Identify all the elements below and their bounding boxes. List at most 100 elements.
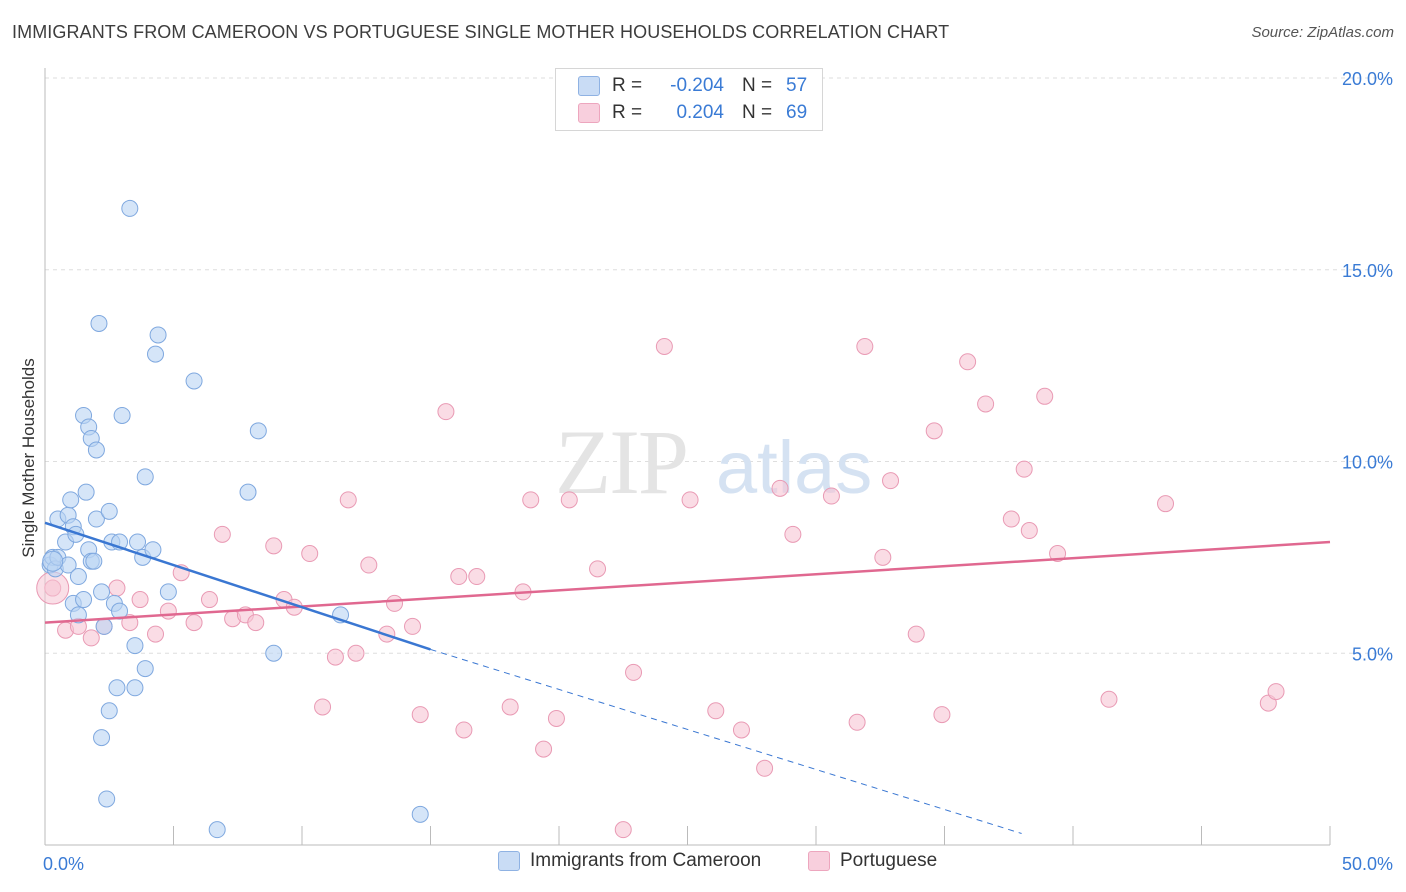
data-point-cameroon xyxy=(69,568,87,586)
data-point-portuguese xyxy=(1100,690,1118,708)
data-point-cameroon xyxy=(159,583,177,601)
data-point-portuguese xyxy=(360,556,378,574)
data-point-portuguese xyxy=(933,706,951,724)
data-point-portuguese xyxy=(1267,683,1285,701)
data-point-portuguese xyxy=(959,353,977,371)
data-point-portuguese xyxy=(326,648,344,666)
legend-r-value: 0.204 xyxy=(676,102,724,123)
data-point-cameroon xyxy=(149,326,167,344)
data-point-cameroon xyxy=(87,510,105,528)
data-point-portuguese xyxy=(159,602,177,620)
bottom-legend-cameroon: Immigrants from Cameroon xyxy=(498,850,761,872)
data-point-portuguese xyxy=(455,721,473,739)
data-point-cameroon xyxy=(75,591,93,609)
data-point-portuguese xyxy=(1036,387,1054,405)
data-point-portuguese xyxy=(247,614,265,632)
legend-n-value: 57 xyxy=(786,75,808,96)
data-point-portuguese xyxy=(1049,545,1067,563)
data-point-cameroon xyxy=(113,406,131,424)
data-point-cameroon xyxy=(239,483,257,501)
data-point-portuguese xyxy=(501,698,519,716)
data-point-portuguese xyxy=(437,403,455,421)
bottom-legend: Immigrants from Cameroon Portuguese xyxy=(0,850,1406,878)
watermark-atlas: atlas xyxy=(716,426,872,509)
data-point-portuguese xyxy=(784,525,802,543)
data-point-portuguese xyxy=(856,337,874,355)
data-point-cameroon xyxy=(100,502,118,520)
x-tick-label: 0.0% xyxy=(43,854,84,874)
data-point-portuguese xyxy=(907,625,925,643)
legend-row-cameroon: R = -0.204 N = 57 xyxy=(578,73,807,99)
data-point-portuguese xyxy=(468,568,486,586)
data-point-portuguese xyxy=(848,713,866,731)
bottom-legend-swatch-blue xyxy=(498,851,520,871)
data-point-cameroon xyxy=(98,790,116,808)
data-point-portuguese xyxy=(265,537,283,555)
bottom-legend-swatch-pink xyxy=(808,851,830,871)
data-point-cameroon xyxy=(121,199,139,217)
y-tick-label: 15.0% xyxy=(1342,261,1393,281)
data-point-portuguese xyxy=(977,395,995,413)
y-tick-label: 10.0% xyxy=(1342,453,1393,473)
series-cameroon-points xyxy=(41,199,429,839)
data-point-cameroon xyxy=(85,552,103,570)
data-point-portuguese xyxy=(301,545,319,563)
data-point-portuguese xyxy=(625,663,643,681)
trend-line-portuguese xyxy=(44,540,1331,624)
data-point-portuguese xyxy=(560,491,578,509)
data-point-cameroon xyxy=(147,345,165,363)
data-point-cameroon xyxy=(136,660,154,678)
y-tick-labels: 5.0% 10.0% 15.0% 20.0% xyxy=(1342,69,1393,664)
data-point-portuguese xyxy=(200,591,218,609)
chart-title: IMMIGRANTS FROM CAMEROON VS PORTUGUESE S… xyxy=(12,22,950,42)
data-point-portuguese xyxy=(535,740,553,758)
legend-swatch-blue xyxy=(578,76,600,96)
data-point-cameroon xyxy=(126,637,144,655)
data-point-portuguese xyxy=(822,487,840,505)
source-label: Source: ZipAtlas.com xyxy=(1251,24,1394,41)
data-point-portuguese xyxy=(589,560,607,578)
legend-n-label: N = xyxy=(742,102,773,123)
data-point-portuguese xyxy=(386,594,404,612)
y-tick-label: 5.0% xyxy=(1352,644,1393,664)
data-point-cameroon xyxy=(100,702,118,720)
legend-n-value: 69 xyxy=(786,102,808,123)
data-point-portuguese xyxy=(1002,510,1020,528)
data-point-cameroon-cluster xyxy=(42,550,64,572)
data-point-cameroon xyxy=(265,644,283,662)
x-tick-label: 50.0% xyxy=(1342,854,1393,874)
data-point-cameroon xyxy=(95,617,113,635)
data-point-portuguese xyxy=(450,568,468,586)
legend-n-label: N = xyxy=(742,75,773,96)
data-point-portuguese xyxy=(82,629,100,647)
data-point-portuguese xyxy=(404,617,422,635)
data-point-portuguese xyxy=(411,706,429,724)
data-point-cameroon xyxy=(93,729,111,747)
data-point-cameroon xyxy=(129,533,147,551)
data-point-portuguese xyxy=(547,709,565,727)
trend-lines xyxy=(44,521,1331,834)
bottom-legend-label: Immigrants from Cameroon xyxy=(530,850,762,871)
data-point-portuguese xyxy=(874,548,892,566)
data-point-cameroon xyxy=(411,805,429,823)
data-point-portuguese xyxy=(655,337,673,355)
data-point-cameroon xyxy=(77,483,95,501)
legend-r-label: R = xyxy=(612,102,643,123)
data-point-portuguese xyxy=(522,491,540,509)
data-point-portuguese xyxy=(882,472,900,490)
data-point-cameroon xyxy=(62,491,80,509)
data-point-cameroon xyxy=(136,468,154,486)
data-point-portuguese xyxy=(213,525,231,543)
data-point-portuguese xyxy=(131,591,149,609)
data-point-portuguese xyxy=(314,698,332,716)
bottom-legend-label: Portuguese xyxy=(840,850,938,871)
data-point-cameroon xyxy=(208,821,226,839)
data-point-portuguese xyxy=(771,479,789,497)
data-point-portuguese xyxy=(707,702,725,720)
y-tick-label: 20.0% xyxy=(1342,69,1393,89)
data-point-portuguese xyxy=(1157,495,1175,513)
data-point-portuguese xyxy=(339,491,357,509)
data-point-portuguese xyxy=(925,422,943,440)
data-point-portuguese xyxy=(147,625,165,643)
